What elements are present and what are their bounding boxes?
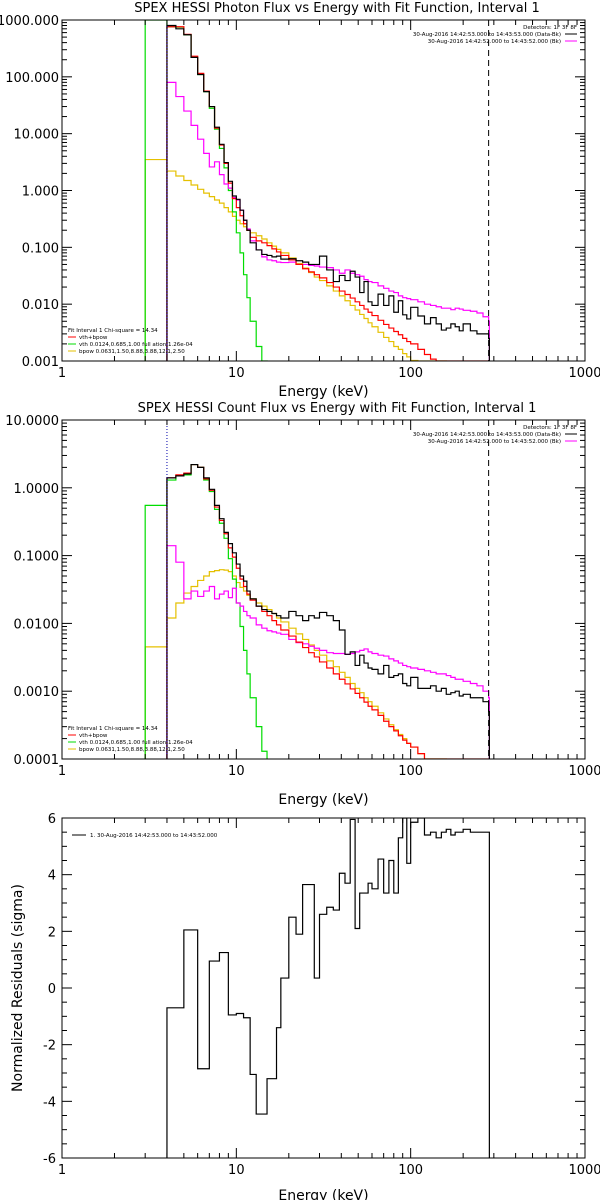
residuals-y-ticks: -6 -4 -2 0 2 4 6 xyxy=(43,812,585,1167)
photon-flux-fit-legend: Fit Interval 1 Chi-square = 14.34vth+bpo… xyxy=(68,328,193,355)
photon-flux-x-tick-label: 1000 xyxy=(568,366,600,381)
count-flux-x-tick-label: 100 xyxy=(398,764,423,779)
photon-flux-fit-legend-label: vth 0.0124,0.685,1.00 full ation 1.26e-0… xyxy=(79,342,193,348)
photon-flux-y-tick-label: 1000.000 xyxy=(0,14,59,29)
count-flux-y-tick-label: 0.0010 xyxy=(14,685,60,700)
residuals-y-tick-label: -6 xyxy=(43,1152,56,1167)
count-flux-x-tick-label: 1 xyxy=(58,764,66,779)
residuals-series xyxy=(166,818,490,1158)
photon-flux-y-ticks: 0.001 0.010 0.100 1.000 10.000 100.000 1000.00… xyxy=(0,14,585,370)
photon-flux-x-ticks: 1 10 100 1000 xyxy=(58,20,600,381)
photon-flux-x-tick-label: 1 xyxy=(58,366,66,381)
count-flux-y-tick-label: 0.1000 xyxy=(14,550,60,565)
count-flux-range-markers xyxy=(166,420,490,759)
photon-flux-series-vth-bpow xyxy=(166,26,490,361)
residuals-y-tick-label: 6 xyxy=(48,812,56,827)
photon-flux-fit-legend-label: vth+bpow xyxy=(79,335,108,341)
count-flux-fit-legend-label: vth+bpow xyxy=(79,733,108,739)
residuals-y-tick-label: 0 xyxy=(48,982,56,997)
photon-flux-range-markers xyxy=(166,20,490,361)
photon-flux-series xyxy=(144,20,490,361)
photon-flux-fit-interval-label: Fit Interval 1 Chi-square = 14.34 xyxy=(68,328,158,334)
residuals-y-tick-label: 2 xyxy=(48,925,56,940)
count-flux-y-tick-label: 10.0000 xyxy=(5,414,59,429)
count-flux-time-label: 30-Aug-2016 14:42:52.000 to 14:43:52.000… xyxy=(428,439,561,445)
count-flux-fit-legend-label: vth 0.0124,0.685,1.00 full ation 1.26e-0… xyxy=(79,740,193,746)
photon-flux-y-tick-label: 0.001 xyxy=(22,355,59,370)
count-flux-x-tick-label: 1000 xyxy=(568,764,600,779)
residuals-x-axis-label: Energy (keV) xyxy=(278,1188,368,1200)
count-flux-x-ticks: 1 10 100 1000 xyxy=(58,420,600,779)
residuals-x-tick-label: 100 xyxy=(398,1163,423,1178)
photon-flux-x-axis-label: Energy (keV) xyxy=(278,384,368,400)
count-flux-series-bk xyxy=(166,545,490,759)
count-flux-plot-frame xyxy=(61,419,586,760)
count-flux-fit-interval-label: Fit Interval 1 Chi-square = 14.34 xyxy=(68,726,158,732)
count-flux-y-tick-label: 0.0100 xyxy=(14,617,60,632)
residuals-panel: 1 10 100 1000 -6 -4 -2 0 2 4 6 Energy (keV) Norma… xyxy=(10,812,600,1200)
photon-flux-y-tick-label: 1.000 xyxy=(22,185,59,200)
photon-flux-series-bk xyxy=(166,81,490,361)
count-flux-fit-legend-label: bpow 0.0631,1.50,8.88,3.88,12.1,2.50 xyxy=(79,747,185,753)
photon-flux-time-label: 30-Aug-2016 14:42:53.000 to 14:43:53.000… xyxy=(413,32,561,38)
photon-flux-y-tick-label: 0.010 xyxy=(22,298,59,313)
residuals-x-tick-label: 1 xyxy=(58,1163,66,1178)
photon-flux-title: SPEX HESSI Photon Flux vs Energy with Fi… xyxy=(134,1,540,16)
residuals-legend: 1. 30-Aug-2016 14:42:53.000 to 14:43:52.… xyxy=(72,833,218,839)
residuals-y-tick-label: 4 xyxy=(48,869,56,884)
residuals-y-axis-label: Normalized Residuals (sigma) xyxy=(10,884,26,1092)
residuals-x-ticks: 1 10 100 1000 xyxy=(58,818,600,1178)
count-flux-x-tick-label: 10 xyxy=(228,764,245,779)
photon-flux-time-label: 30-Aug-2016 14:42:52.000 to 14:43:52.000… xyxy=(428,39,561,45)
residuals-series-1-30-aug-2016-14-42-53-000-to-14-43-52-000 xyxy=(166,818,490,1158)
photon-flux-x-tick-label: 100 xyxy=(398,366,423,381)
count-flux-series-data-bk xyxy=(166,463,490,759)
residuals-y-tick-label: -2 xyxy=(43,1039,56,1054)
count-flux-title: SPEX HESSI Count Flux vs Energy with Fit… xyxy=(138,401,537,416)
count-flux-y-ticks: 0.0001 0.0010 0.0100 0.1000 1.0000 10.0000 xyxy=(5,414,585,768)
count-flux-y-tick-label: 1.0000 xyxy=(14,482,60,497)
photon-flux-series-data-bk xyxy=(166,24,490,361)
photon-flux-fit-legend-label: bpow 0.0631,1.50,8.88,3.88,12.1,2.50 xyxy=(79,349,185,355)
count-flux-time-label: 30-Aug-2016 14:42:53.000 to 14:43:53.000… xyxy=(413,432,561,438)
residuals-legend-label: 1. 30-Aug-2016 14:42:53.000 to 14:43:52.… xyxy=(90,833,218,839)
count-flux-panel: SPEX HESSI Count Flux vs Energy with Fit… xyxy=(5,401,600,808)
count-flux-fit-legend: Fit Interval 1 Chi-square = 14.34vth+bpo… xyxy=(68,726,193,753)
photon-flux-y-tick-label: 0.100 xyxy=(22,241,59,256)
residuals-x-tick-label: 1000 xyxy=(568,1163,600,1178)
photon-flux-panel: SPEX HESSI Photon Flux vs Energy with Fi… xyxy=(0,1,600,400)
photon-flux-x-tick-label: 10 xyxy=(228,366,245,381)
count-flux-y-tick-label: 0.0001 xyxy=(14,753,60,768)
residuals-x-tick-label: 10 xyxy=(228,1163,245,1178)
photon-flux-detectors-label: Detectors: 1F 3F 8F xyxy=(523,25,577,31)
count-flux-detectors-label: Detectors: 1F 3F 8F xyxy=(523,425,577,431)
photon-flux-y-tick-label: 10.000 xyxy=(14,128,60,143)
residuals-y-tick-label: -4 xyxy=(43,1095,56,1110)
count-flux-series xyxy=(144,463,490,759)
photon-flux-y-tick-label: 100.000 xyxy=(5,71,59,86)
count-flux-x-axis-label: Energy (keV) xyxy=(278,792,368,808)
